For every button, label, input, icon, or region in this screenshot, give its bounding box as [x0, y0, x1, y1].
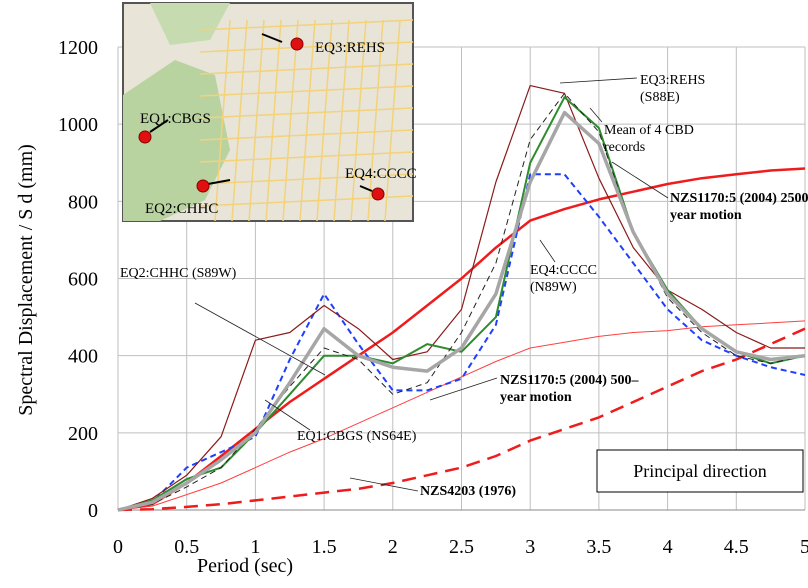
series-label: EQ2:CHHC (S89W) [120, 265, 320, 282]
annotation-pointer [540, 240, 555, 262]
y-tick-label: 600 [68, 269, 98, 291]
map-label: EQ2:CHHC [145, 201, 218, 217]
x-tick-label: 1.5 [312, 536, 337, 558]
series-label: EQ4:CCCC (N89W) [530, 262, 620, 296]
series-label: NZS1170:5 (2004) 500–year motion [500, 372, 660, 406]
x-tick-label: 5 [800, 536, 808, 558]
page: Period (sec) Spectral Displacement / S d… [0, 0, 808, 588]
series-label: EQ1:CBGS (NS64E) [297, 428, 487, 445]
x-tick-label: 1 [250, 536, 260, 558]
y-tick-label: 400 [68, 346, 98, 368]
y-tick-label: 1000 [58, 114, 98, 136]
map-pin [197, 180, 209, 192]
x-tick-label: 4.5 [724, 536, 749, 558]
annotation-pointer [195, 303, 325, 375]
series-label: EQ3:REHS (S88E) [640, 72, 720, 106]
inset-map: EQ3:REHS EQ1:CBGS EQ2:CHHC EQ4:CCCC [123, 3, 417, 221]
x-tick-label: 0.5 [174, 536, 199, 558]
x-tick-label: 4 [663, 536, 673, 558]
y-tick-label: 800 [68, 191, 98, 213]
series-label: NZS4203 (1976) [420, 483, 580, 500]
map-label: EQ4:CCCC [345, 166, 417, 182]
y-tick-label: 200 [68, 423, 98, 445]
x-tick-label: 2.5 [449, 536, 474, 558]
y-tick-label: 0 [88, 500, 98, 522]
annotation-pointer [590, 108, 602, 122]
annotation-pointer [430, 378, 497, 400]
series-label: Mean of 4 CBD records [604, 122, 714, 156]
x-axis-label: Period (sec) [197, 555, 293, 577]
x-tick-label: 3 [525, 536, 535, 558]
map-pin [372, 188, 384, 200]
y-axis-label: Spectral Displacement / S d (mm) [15, 144, 37, 416]
map-pin [139, 131, 151, 143]
y-tick-label: 1200 [58, 37, 98, 59]
box-label: Principal direction [633, 461, 766, 481]
map-label: EQ1:CBGS [140, 111, 211, 127]
x-tick-label: 0 [113, 536, 123, 558]
x-tick-label: 2 [388, 536, 398, 558]
x-tick-label: 3.5 [586, 536, 611, 558]
map-label: EQ3:REHS [315, 40, 385, 56]
map-pin [291, 38, 303, 50]
series-label: NZS1170:5 (2004) 2500 year motion [670, 190, 808, 224]
